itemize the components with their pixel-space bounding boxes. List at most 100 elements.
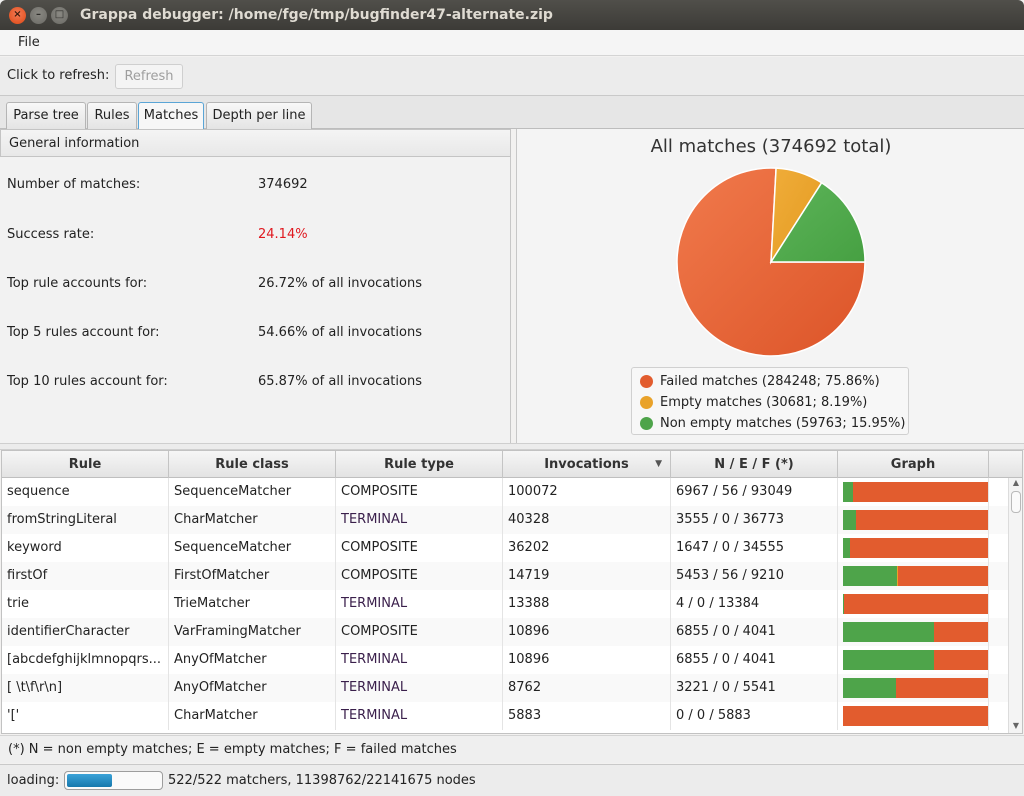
general-information-header: General information — [0, 129, 511, 157]
cell-rule: [abcdefghijklmnopqrs... — [2, 646, 169, 674]
column-header-invocations[interactable]: Invocations ▼ — [503, 451, 671, 478]
match-ratio-bar — [843, 678, 988, 698]
info-key: Top 5 rules account for: — [7, 325, 160, 340]
chart-title: All matches (374692 total) — [650, 136, 892, 157]
info-value: 54.66% of all invocations — [258, 325, 422, 340]
cell-nef: 3221 / 0 / 5541 — [671, 674, 838, 702]
cell-rule: keyword — [2, 534, 169, 562]
column-header-label: Invocations — [544, 457, 629, 472]
loading-info: 522/522 matchers, 11398762/22141675 node… — [168, 773, 476, 788]
table-header: Rule Rule class Rule type Invocations ▼ … — [2, 451, 1022, 478]
pie-slice-failed-matches[interactable] — [676, 167, 866, 357]
bar-segment-non-empty — [843, 510, 856, 530]
legend-item-failed: Failed matches (284248; 75.86%) — [640, 371, 880, 391]
info-key: Top 10 rules account for: — [7, 374, 168, 389]
sort-descending-icon: ▼ — [655, 459, 662, 469]
legend-item-empty: Empty matches (30681; 8.19%) — [640, 392, 867, 412]
table-row[interactable]: [abcdefghijklmnopqrs... AnyOfMatcher TERMI… — [2, 646, 1009, 674]
table-vertical-scrollbar[interactable]: ▲ ▼ — [1008, 478, 1022, 733]
cell-rule-class: AnyOfMatcher — [169, 646, 336, 674]
cell-invocations: 100072 — [503, 478, 671, 506]
legend-label: Empty matches (30681; 8.19%) — [660, 394, 868, 410]
cell-rule: firstOf — [2, 562, 169, 590]
cell-rule-type: COMPOSITE — [336, 618, 503, 646]
legend-label: Non empty matches (59763; 15.95%) — [660, 415, 906, 431]
toolbar: Click to refresh: Refresh — [0, 57, 1024, 96]
refresh-button[interactable]: Refresh — [115, 64, 183, 89]
cell-invocations: 5883 — [503, 702, 671, 730]
cell-rule-type: COMPOSITE — [336, 478, 503, 506]
cell-graph — [838, 702, 989, 730]
scroll-up-arrow-icon[interactable]: ▲ — [1012, 478, 1020, 487]
info-key: Success rate: — [7, 227, 95, 242]
cell-rule: sequence — [2, 478, 169, 506]
pie-slice-non-empty-matches[interactable] — [769, 181, 866, 263]
bar-segment-non-empty — [843, 538, 850, 558]
cell-invocations: 8762 — [503, 674, 671, 702]
cell-graph — [838, 562, 989, 590]
table-row[interactable]: identifierCharacter VarFramingMatcher COMP… — [2, 618, 1009, 646]
info-key: Number of matches: — [7, 177, 141, 192]
info-value: 374692 — [258, 177, 308, 192]
cell-rule-type: TERMINAL — [336, 646, 503, 674]
cell-rule-class: FirstOfMatcher — [169, 562, 336, 590]
table-row[interactable]: firstOf FirstOfMatcher COMPOSITE 14719 5453 … — [2, 562, 1009, 590]
scroll-down-arrow-icon[interactable]: ▼ — [1012, 721, 1020, 730]
cell-rule-class: AnyOfMatcher — [169, 674, 336, 702]
bar-segment-non-empty — [843, 650, 934, 670]
cell-nef: 6967 / 56 / 93049 — [671, 478, 838, 506]
cell-rule-class: CharMatcher — [169, 702, 336, 730]
cell-rule-type: TERMINAL — [336, 506, 503, 534]
column-header-rule-class[interactable]: Rule class — [169, 451, 336, 478]
cell-invocations: 13388 — [503, 590, 671, 618]
cell-invocations: 10896 — [503, 618, 671, 646]
matches-pie-chart: All matches (374692 total) Failed matche… — [516, 129, 1024, 443]
table-row[interactable]: trie TrieMatcher TERMINAL 13388 4 / 0 / 1338… — [2, 590, 1009, 618]
bar-segment-non-empty — [843, 566, 897, 586]
menubar: File — [0, 30, 1024, 56]
cell-graph — [838, 478, 989, 506]
table-row[interactable]: keyword SequenceMatcher COMPOSITE 36202 1647… — [2, 534, 1009, 562]
rules-table: Rule Rule class Rule type Invocations ▼ … — [1, 450, 1023, 734]
table-row[interactable]: [ \t\f\r\n] AnyOfMatcher TERMINAL 8762 3221 … — [2, 674, 1009, 702]
general-information-panel: General information Number of matches: 3… — [0, 129, 511, 443]
window-maximize-button[interactable]: □ — [51, 6, 68, 24]
column-header-rule[interactable]: Rule — [2, 451, 169, 478]
split-pane-divider[interactable] — [0, 443, 1024, 450]
cell-rule: identifierCharacter — [2, 618, 169, 646]
cell-rule-class: VarFramingMatcher — [169, 618, 336, 646]
column-header-graph[interactable]: Graph — [838, 451, 989, 478]
cell-rule: '[' — [2, 702, 169, 730]
column-header-rule-type[interactable]: Rule type — [336, 451, 503, 478]
bar-segment-non-empty — [843, 594, 844, 614]
table-row[interactable]: '[' CharMatcher TERMINAL 5883 0 / 0 / 5883 — [2, 702, 1009, 730]
cell-rule-type: TERMINAL — [336, 702, 503, 730]
match-ratio-bar — [843, 650, 988, 670]
bar-segment-empty — [897, 566, 898, 586]
match-ratio-bar — [843, 510, 988, 530]
window-close-button[interactable]: × — [9, 6, 26, 24]
tab-matches[interactable]: Matches — [138, 102, 204, 129]
tab-depth-per-line[interactable]: Depth per line — [206, 102, 312, 129]
cell-invocations: 14719 — [503, 562, 671, 590]
match-ratio-bar — [843, 482, 988, 502]
progress-fill — [67, 774, 112, 787]
scrollbar-thumb[interactable] — [1011, 491, 1021, 513]
table-footnote: (*) N = non empty matches; E = empty mat… — [0, 735, 1024, 763]
column-header-nef[interactable]: N / E / F (*) — [671, 451, 838, 478]
window-minimize-button[interactable]: – — [30, 6, 47, 24]
table-row[interactable]: sequence SequenceMatcher COMPOSITE 100072 69… — [2, 478, 1009, 506]
cell-nef: 6855 / 0 / 4041 — [671, 646, 838, 674]
info-value: 65.87% of all invocations — [258, 374, 422, 389]
cell-nef: 0 / 0 / 5883 — [671, 702, 838, 730]
table-row[interactable]: fromStringLiteral CharMatcher TERMINAL 4032… — [2, 506, 1009, 534]
refresh-prompt: Click to refresh: — [7, 68, 110, 83]
menu-file[interactable]: File — [18, 35, 40, 50]
cell-nef: 5453 / 56 / 9210 — [671, 562, 838, 590]
cell-rule-type: COMPOSITE — [336, 534, 503, 562]
match-ratio-bar — [843, 566, 988, 586]
window-titlebar: × – □ Grappa debugger: /home/fge/tmp/bug… — [0, 0, 1024, 30]
tab-strip: Parse tree Rules Matches Depth per line — [0, 96, 1024, 129]
tab-parse-tree[interactable]: Parse tree — [6, 102, 86, 129]
tab-rules[interactable]: Rules — [87, 102, 137, 129]
